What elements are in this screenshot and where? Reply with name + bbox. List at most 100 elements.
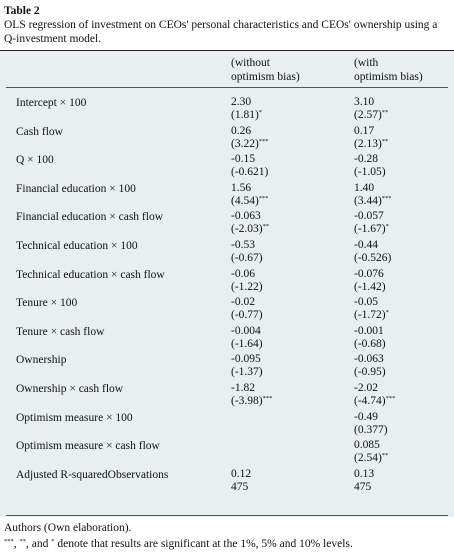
statistic-value: (0.377) (354, 423, 388, 436)
row-label: Intercept × 100 (16, 97, 87, 109)
cell-with-optimism: -2.02 (-4.74)*** (354, 382, 395, 408)
coefficient-value: -0.49 (354, 410, 378, 423)
coefficient-value: 1.56 (231, 181, 252, 194)
statistic-value: (-2.03)** (231, 223, 270, 236)
cell-without-optimism: 0.26 (3.22)*** (231, 125, 269, 151)
sig-mark: ** (19, 538, 27, 545)
cell-without-optimism: -0.02 (-0.77) (231, 296, 263, 322)
row-label: Ownership × cash flow (16, 383, 124, 395)
statistic-value: (-0.95) (354, 366, 386, 379)
cell-with-optimism: -0.49 (0.377) (354, 411, 388, 437)
cell-with-optimism: -0.05 (-1.72)* (354, 296, 389, 322)
table-row: Technical education × cash flow -0.06 (-1.… (0, 266, 454, 294)
sig-mark: * (51, 538, 55, 545)
table-row: Technical education × 100 -0.53 (-0.67) -0.… (0, 237, 454, 265)
column-header-line: (with (354, 57, 379, 69)
table-row: Q × 100 -0.15 (-0.621) -0.28 (-1.05) (0, 151, 454, 179)
coefficient-value: -1.82 (231, 382, 255, 394)
cell-with-optimism: -0.001 (-0.68) (354, 325, 386, 351)
header-rule (6, 87, 448, 88)
row-label: Technical education × 100 (16, 240, 138, 252)
statistic-value: (-1.22) (231, 280, 263, 293)
cell-with-optimism: 0.13 475 (354, 468, 374, 494)
coefficient-value: 1.40 (354, 181, 375, 194)
cell-without-optimism: -0.063 (-2.03)** (231, 210, 269, 236)
table-row: Intercept × 100 2.30 (1.81)* 3.10 (2.57)** (0, 94, 454, 122)
significance-mark: ** (262, 223, 270, 231)
statistic-value: (2.54)** (354, 452, 389, 465)
row-label: Tenure × 100 (16, 297, 78, 310)
table-row: Tenure × 100 -0.02 (-0.77) -0.05 (-1.72)* (0, 294, 454, 322)
column-header-line: (without (231, 57, 270, 69)
row-label: Cash flow (16, 125, 63, 138)
coefficient-value: 0.12 (231, 467, 252, 480)
statistic-value: (-0.68) (354, 337, 386, 350)
coefficient-value: -0.095 (231, 353, 261, 366)
statistic-value: (-0.77) (231, 309, 263, 322)
cell-without-optimism: -1.82 (-3.98)*** (231, 382, 272, 408)
column-header-with-optimism: (with optimism bias) (354, 56, 423, 84)
statistic-value: (-1.37) (231, 366, 263, 379)
statistic-value: 475 (231, 480, 249, 493)
statistic-value: (-1.72)* (354, 309, 389, 322)
column-header-line: optimism bias) (231, 71, 300, 83)
cell-with-optimism: -0.44 (-0.526) (354, 239, 391, 265)
cell-without-optimism: -0.15 (-0.621) (231, 153, 268, 179)
table-row: Adjusted R-squaredObservations 0.12 475 0.1… (0, 466, 454, 494)
table-row: Financial education × cash flow -0.063 (-2… (0, 208, 454, 236)
row-label: Optimism measure × cash flow (16, 440, 160, 453)
coefficient-value: 0.13 (354, 467, 375, 480)
coefficient-value: -2.02 (354, 382, 378, 394)
table-description: OLS regression of investment on CEOs' pe… (4, 19, 438, 45)
statistic-value: (4.54)*** (231, 194, 269, 207)
table-top-rule (0, 50, 454, 51)
significance-mark: ** (381, 137, 389, 145)
row-label: Tenure × cash flow (16, 325, 105, 338)
coefficient-value: -0.001 (354, 324, 384, 337)
statistic-value: (-3.98)*** (231, 395, 273, 407)
source-note: Authors (Own elaboration). (4, 522, 132, 534)
row-label: Q × 100 (16, 154, 54, 167)
table-label: Table 2 (4, 5, 40, 17)
significance-mark: *** (262, 395, 273, 402)
significance-mark: ** (381, 452, 389, 460)
statistic-value: (3.44)*** (354, 194, 392, 207)
statistic-value: (-4.74)*** (354, 395, 396, 407)
row-label: Financial education × 100 (16, 182, 136, 195)
significance-mark: * (385, 309, 389, 317)
statistic-value: (-1.67)* (354, 223, 389, 236)
row-label: Ownership (16, 354, 67, 367)
cell-without-optimism: -0.095 (-1.37) (231, 353, 263, 379)
cell-without-optimism: -0.53 (-0.67) (231, 239, 263, 265)
table-row: Optimism measure × 100 -0.49 (0.377) (0, 409, 454, 437)
coefficient-value: -0.076 (354, 267, 384, 280)
coefficient-value: -0.06 (231, 267, 255, 280)
statistic-value: (2.57)** (354, 109, 389, 121)
coefficient-value: 0.085 (354, 439, 380, 452)
coefficient-value: -0.44 (354, 239, 378, 251)
coefficient-value: -0.057 (354, 210, 384, 223)
coefficient-value: -0.063 (354, 353, 384, 366)
cell-with-optimism: -0.076 (-1.42) (354, 268, 386, 294)
statistic-value: 475 (354, 480, 372, 493)
coefficient-value: -0.063 (231, 210, 261, 223)
significance-mark: *** (381, 194, 392, 202)
cell-with-optimism: -0.057 (-1.67)* (354, 210, 389, 236)
coefficient-value: 3.10 (354, 96, 375, 108)
row-label: Optimism measure × 100 (16, 411, 133, 424)
statistic-value: (-1.64) (231, 337, 263, 350)
statistic-value: (-1.05) (354, 166, 386, 179)
significance-mark: ** (381, 109, 389, 116)
significance-mark: *** (258, 194, 269, 202)
statistic-value: (2.13)** (354, 137, 389, 150)
cell-with-optimism: -0.063 (-0.95) (354, 353, 386, 379)
significance-mark: *** (258, 137, 269, 145)
column-header-without-optimism: (without optimism bias) (231, 56, 300, 84)
cell-without-optimism: 2.30 (1.81)* (231, 96, 262, 122)
statistic-value: (-0.621) (231, 166, 269, 179)
statistic-value: (-1.42) (354, 280, 386, 293)
cell-with-optimism: 0.085 (2.54)** (354, 439, 388, 465)
cell-without-optimism: 1.56 (4.54)*** (231, 182, 269, 208)
statistic-value: (-0.526) (354, 252, 392, 264)
table-row: Ownership × cash flow -1.82 (-3.98)*** -2.0… (0, 380, 454, 408)
